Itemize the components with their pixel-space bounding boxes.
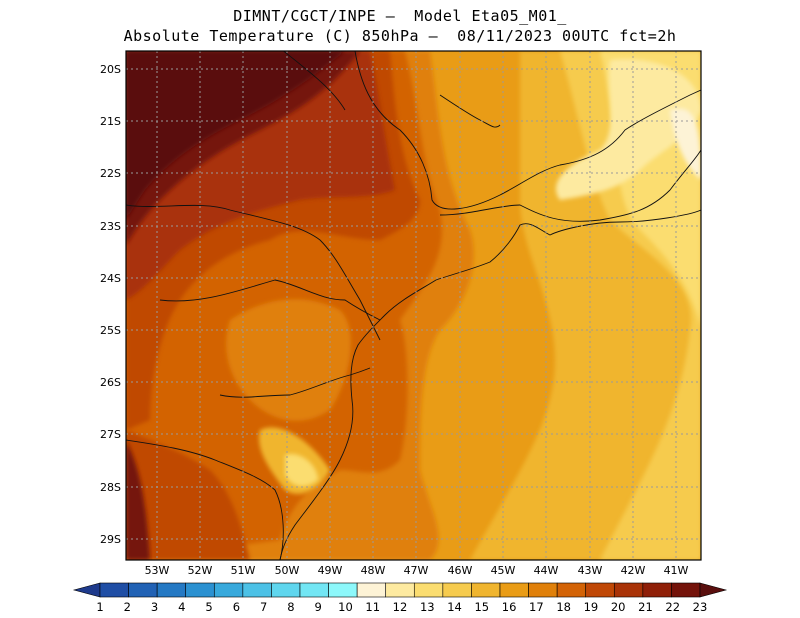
scale-label: 13: [420, 600, 435, 614]
color-scale-bar: [72, 582, 728, 598]
scale-swatch: [185, 582, 215, 598]
scale-swatch: [99, 582, 129, 598]
scale-swatch: [471, 582, 501, 598]
lat-label-23s: 23S: [100, 220, 121, 233]
scale-swatch: [585, 582, 615, 598]
lon-label-49w: 49W: [318, 564, 343, 577]
scale-label: 21: [638, 600, 653, 614]
lat-label-27s: 27S: [100, 428, 121, 441]
map-frame: [125, 50, 702, 561]
scale-label: 1: [96, 600, 103, 614]
scale-swatch: [328, 582, 358, 598]
lon-label-44w: 44W: [534, 564, 559, 577]
scale-label: 6: [233, 600, 240, 614]
lat-label-24s: 24S: [100, 272, 121, 285]
scale-label: 11: [365, 600, 380, 614]
scale-swatch: [128, 582, 158, 598]
scale-swatch: [213, 582, 244, 598]
lon-label-43w: 43W: [578, 564, 603, 577]
lat-label-21s: 21S: [100, 115, 121, 128]
scale-label: 5: [205, 600, 212, 614]
lon-label-47w: 47W: [404, 564, 429, 577]
lat-label-25s: 25S: [100, 324, 121, 337]
lat-label-28s: 28S: [100, 481, 121, 494]
latitude-axis: 20S 21S 22S 23S 24S 25S 26S 27S 28S 29S: [100, 63, 121, 546]
chart-title-line-1: DIMNT/CGCT/INPE – Model Eta05_M01_: [233, 7, 567, 25]
lat-label-29s: 29S: [100, 533, 121, 546]
scale-label: 19: [584, 600, 599, 614]
lat-label-26s: 26S: [100, 376, 121, 389]
lon-label-50w: 50W: [275, 564, 300, 577]
chart-title-line-2: Absolute Temperature (C) 850hPa – 08/11/…: [123, 27, 677, 45]
scale-arrow-low: [72, 582, 101, 598]
scale-swatch: [499, 582, 529, 598]
scale-swatch: [556, 582, 587, 598]
scale-label: 18: [556, 600, 571, 614]
scale-label: 23: [693, 600, 708, 614]
lat-label-20s: 20S: [100, 63, 121, 76]
temperature-field: [126, 51, 701, 560]
lon-label-52w: 52W: [188, 564, 213, 577]
scale-label: 14: [447, 600, 462, 614]
scale-swatch: [671, 582, 701, 598]
scale-swatch: [156, 582, 187, 598]
lon-label-42w: 42W: [621, 564, 646, 577]
graticule: [126, 51, 701, 560]
scale-label: 22: [665, 600, 680, 614]
scale-label: 3: [151, 600, 158, 614]
scale-label: 16: [502, 600, 517, 614]
scale-label: 10: [338, 600, 353, 614]
scale-label: 4: [178, 600, 185, 614]
lon-label-46w: 46W: [448, 564, 473, 577]
scale-label: 12: [393, 600, 408, 614]
lon-label-53w: 53W: [145, 564, 170, 577]
scale-label: 7: [260, 600, 267, 614]
scale-swatch: [299, 582, 329, 598]
scale-swatch: [356, 582, 387, 598]
lon-label-48w: 48W: [361, 564, 386, 577]
color-scale-labels: 1 2 3 4 5 6 7 8 9 10 11 12 13 14 15 16 17 18 19 20 21 22 23: [96, 600, 707, 614]
scale-swatch: [613, 582, 644, 598]
lon-label-41w: 41W: [664, 564, 689, 577]
scale-label: 9: [315, 600, 322, 614]
lat-label-22s: 22S: [100, 167, 121, 180]
scale-swatch: [385, 582, 415, 598]
scale-swatch: [242, 582, 272, 598]
longitude-axis: 53W 52W 51W 50W 49W 48W 47W 46W 45W 44W …: [145, 564, 689, 577]
scale-label: 8: [287, 600, 294, 614]
scale-label: 20: [611, 600, 626, 614]
scale-label: 17: [529, 600, 544, 614]
lon-label-45w: 45W: [491, 564, 516, 577]
boundary-lines: [126, 51, 701, 560]
scale-swatch: [528, 582, 558, 598]
scale-swatch: [442, 582, 472, 598]
scale-swatch: [642, 582, 672, 598]
scale-swatch: [413, 582, 444, 598]
scale-label: 15: [474, 600, 489, 614]
scale-arrow-high: [699, 582, 728, 598]
scale-swatch: [271, 582, 301, 598]
lon-label-51w: 51W: [231, 564, 256, 577]
scale-label: 2: [124, 600, 131, 614]
